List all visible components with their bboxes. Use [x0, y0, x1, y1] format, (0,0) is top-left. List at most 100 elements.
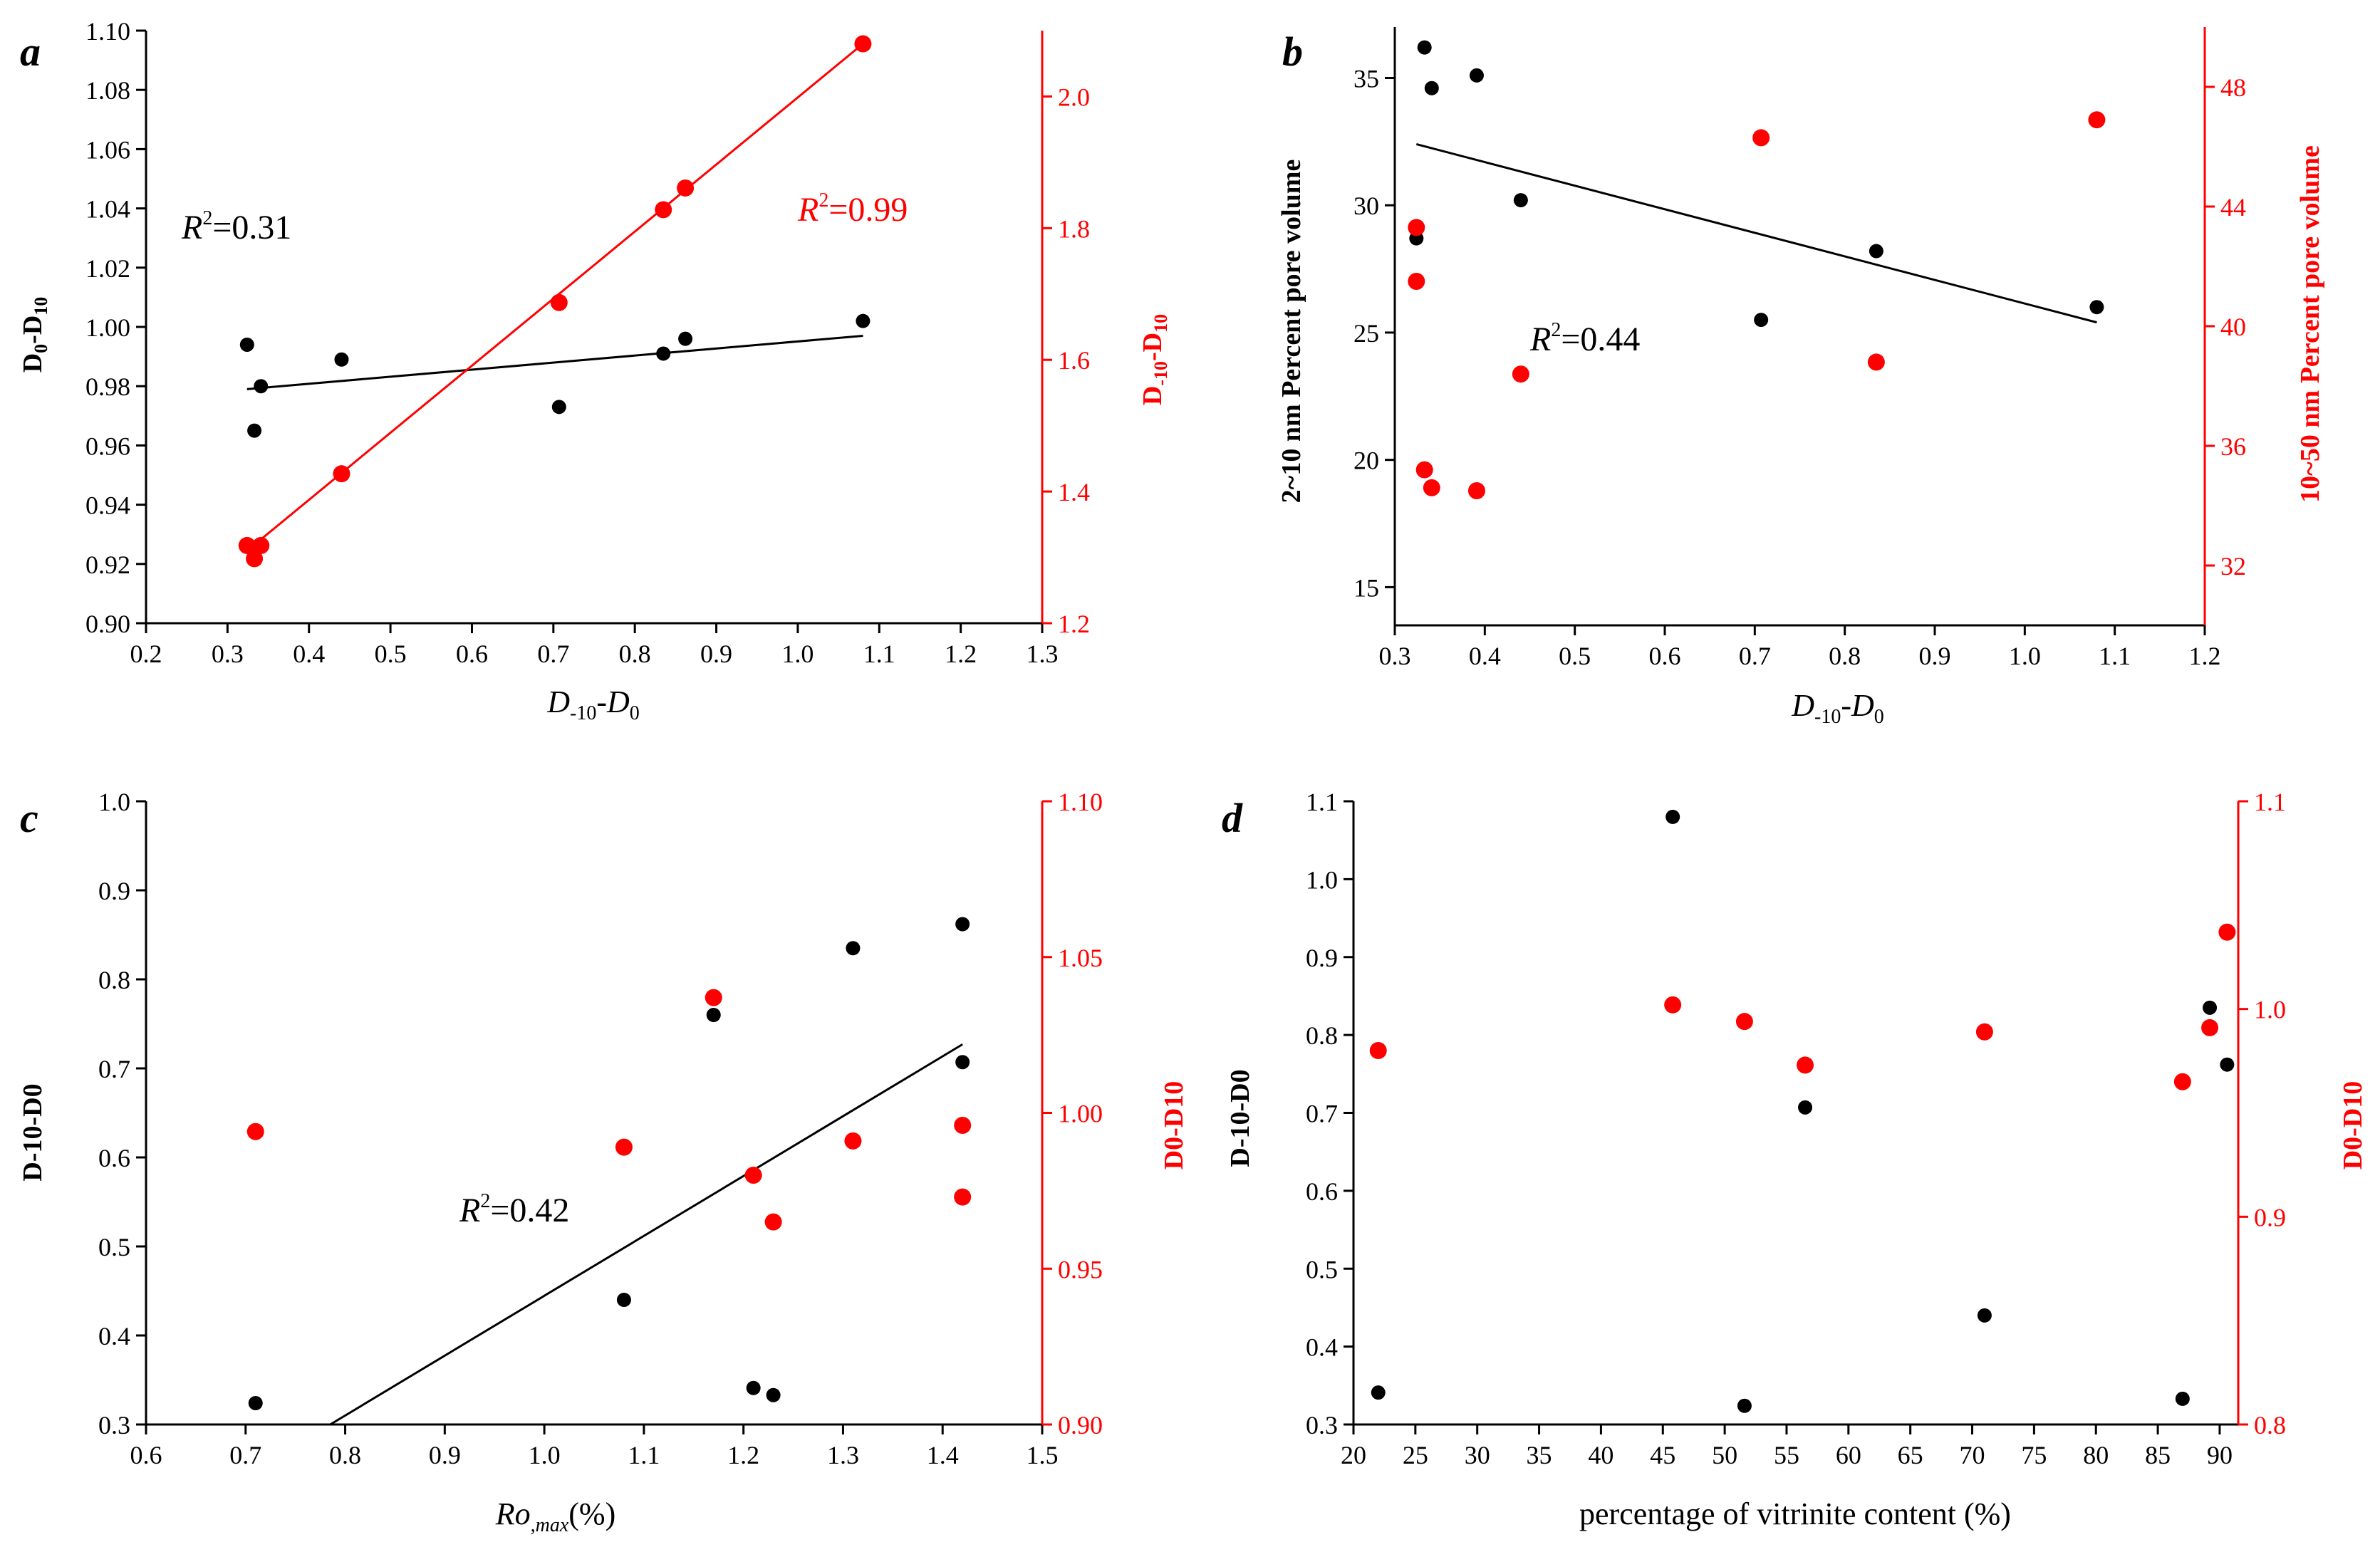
panel-c-data-point: [955, 917, 970, 932]
panel-a-x-tick-label: 0.5: [375, 640, 407, 668]
panel-c-y2-tick-label: 0.90: [1058, 1411, 1103, 1439]
panel-b-x-tick-label: 0.6: [1649, 642, 1681, 670]
panel-a: a R2=0.31 R2=0.99 D-10-D0 D0-D10 D-10-D1…: [18, 28, 1171, 724]
panel-c: c R2=0.42 Ro,max(%) D-10-D0 D0-D10: [18, 795, 1189, 1536]
panel-d-x-tick-label: 85: [2145, 1441, 2171, 1469]
panel-b-data-point: [1417, 40, 1432, 55]
panel-c-data-point: [705, 989, 722, 1006]
panel-b-x-tick-label: 0.3: [1379, 642, 1411, 670]
panel-a-y-tick-label: 0.92: [85, 551, 130, 579]
panel-b-x-tick-label: 1.0: [2009, 642, 2041, 670]
panel-d-series-red: [1369, 923, 2236, 1090]
panel-d-data-point: [2173, 1073, 2191, 1090]
panel-label-c: c: [20, 795, 38, 841]
panel-d-data-point: [1797, 1056, 1814, 1074]
panel-a-data-point: [677, 179, 695, 197]
panel-d-x-tick-label: 90: [2207, 1441, 2233, 1469]
panel-c-y-tick-label: 1.0: [98, 788, 130, 816]
panel-b-y2-tick-label: 40: [2220, 313, 2246, 341]
panel-c-data-point: [616, 1293, 631, 1307]
panel-a-x-tick-label: 1.3: [1027, 640, 1059, 668]
panel-a-y-tick-label: 1.08: [85, 76, 130, 105]
panel-b-series-red: [1408, 111, 2106, 499]
panel-d-y-tick-label: 0.9: [1306, 944, 1338, 972]
panel-d-data-point: [1977, 1308, 1992, 1323]
panel-c-y-tick-label: 0.3: [98, 1411, 130, 1439]
panel-c-data-point: [954, 1188, 972, 1206]
panel-d-data-point: [1735, 1013, 1753, 1031]
panel-a-x-tick-label: 1.1: [863, 640, 895, 668]
panel-b-data-point: [1408, 273, 1425, 290]
panel-c-data-point: [744, 1167, 762, 1184]
panel-a-data-point: [254, 379, 269, 394]
panel-c-y-axis-label: D-10-D0: [18, 1083, 48, 1181]
panel-c-data-point: [844, 1132, 862, 1150]
panel-c-y2-tick-label: 1.10: [1058, 788, 1103, 816]
panel-b-y-axis-label: 2~10 nm Percent pore volume: [1277, 160, 1306, 504]
panel-a-data-point: [656, 346, 671, 361]
panel-d-y-tick-label: 0.4: [1306, 1333, 1338, 1362]
panel-a-data-point: [238, 536, 256, 554]
panel-b-y-tick-label: 25: [1353, 319, 1379, 348]
panel-b-data-point: [1424, 80, 1439, 95]
panel-d-x-tick-label: 70: [1960, 1441, 1985, 1469]
panel-b-y2-tick-label: 36: [2220, 432, 2246, 461]
panel-c-y-tick-label: 0.6: [98, 1144, 130, 1172]
panel-d: d percentage of vitrinite content (%) D-…: [1222, 795, 2368, 1531]
panel-b-r2-symbol: R: [1529, 321, 1551, 358]
panel-b-data-point: [1408, 219, 1425, 236]
panel-c-y-tick-label: 0.9: [98, 877, 130, 905]
panel-c-data-point: [746, 1380, 761, 1395]
panel-a-y-tick-label: 0.90: [85, 610, 130, 638]
panel-b-x-tick-label: 0.5: [1559, 642, 1591, 670]
panel-a-series-red: [238, 35, 872, 568]
panel-a-x-tick-label: 0.3: [212, 640, 244, 668]
panel-a-data-point: [854, 35, 872, 53]
panel-a-data-point: [856, 313, 871, 328]
panel-a-y2-tick-label: 2.0: [1058, 83, 1090, 111]
panel-a-data-point: [550, 293, 568, 311]
panel-d-x-tick-label: 45: [1650, 1441, 1675, 1469]
panel-a-x-tick-label: 1.2: [945, 640, 977, 668]
panel-a-data-point: [252, 536, 270, 554]
panel-c-fit-line-black: [329, 1043, 963, 1426]
panel-d-y-tick-label: 1.1: [1306, 788, 1338, 816]
panel-b-r2: R2=0.44: [1529, 319, 1640, 358]
panel-c-x-tick-label: 1.1: [628, 1441, 660, 1469]
panel-d-y2-tick-label: 0.9: [2254, 1203, 2286, 1231]
panel-a-plot: 0.2 0.3 0.4 0.5 0.6 0.7 0.8 0.9 1.0 1.1 1.2 1.30.90…: [85, 17, 1090, 668]
panel-d-y-tick-label: 1.0: [1306, 865, 1338, 894]
panel-c-data-point: [615, 1138, 633, 1156]
panel-c-r2: R2=0.42: [459, 1190, 569, 1229]
panel-a-y2-tick-label: 1.8: [1058, 214, 1090, 243]
panel-a-data-point: [247, 423, 262, 438]
panel-a-x-tick-label: 0.7: [537, 640, 569, 668]
panel-d-data-point: [2220, 1057, 2235, 1072]
panel-a-x-tick-label: 0.8: [619, 640, 651, 668]
panel-a-y-axis-label: D0-D10: [18, 297, 51, 373]
panel-c-data-point: [248, 1396, 263, 1410]
panel-d-x-tick-label: 30: [1465, 1441, 1490, 1469]
panel-b-data-point: [1754, 313, 1769, 328]
panel-b-y2-tick-label: 32: [2220, 552, 2246, 580]
panel-c-y2-axis-label: D0-D10: [1159, 1081, 1189, 1170]
panel-c-y-tick-label: 0.4: [98, 1322, 130, 1350]
panel-a-r2-right-superscript: 2: [819, 189, 828, 212]
panel-b-fit-line-black: [1415, 142, 2097, 324]
panel-d-y-tick-label: 0.3: [1306, 1411, 1338, 1439]
panel-b-x-tick-label: 0.7: [1739, 642, 1771, 670]
panel-c-x-axis-label: Ro,max(%): [495, 1496, 616, 1536]
panel-b-data-point: [1869, 244, 1883, 259]
panel-b-r2-value: =0.44: [1561, 321, 1640, 358]
panel-c-series-black: [248, 917, 970, 1426]
panel-b-data-point: [1469, 68, 1484, 83]
panel-a-data-point: [678, 331, 693, 346]
panel-c-series-red: [246, 989, 972, 1231]
panel-b-data-point: [1512, 365, 1529, 383]
panel-a-x-tick-label: 1.0: [781, 640, 814, 668]
panel-c-data-point: [706, 1008, 721, 1022]
panel-d-x-tick-label: 80: [2083, 1441, 2109, 1469]
panel-a-x-tick-label: 0.9: [700, 640, 732, 668]
panel-b-data-point: [1867, 353, 1885, 371]
panel-b-data-point: [1513, 193, 1528, 208]
